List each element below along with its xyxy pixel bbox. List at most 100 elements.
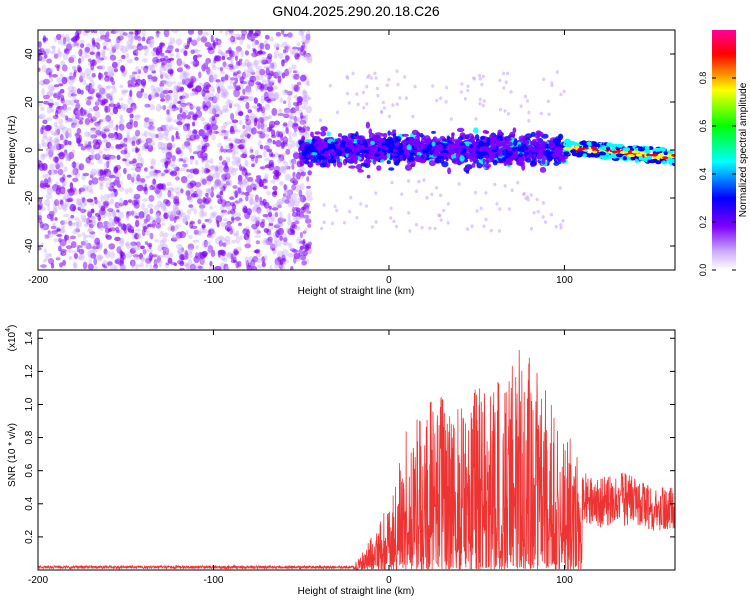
heatmap-cell [286, 194, 291, 200]
heatmap-cell [72, 222, 75, 227]
heatmap-cell [89, 84, 94, 91]
heatmap-cell [222, 108, 230, 113]
heatmap-cell [225, 144, 231, 149]
heatmap-cell [117, 211, 125, 219]
heatmap-cell [235, 157, 241, 165]
heatmap-cell [61, 224, 66, 229]
heatmap-cell [123, 139, 129, 145]
heatmap-cell [140, 157, 145, 166]
heatmap-cell [195, 186, 200, 193]
heatmap-cell [255, 240, 261, 245]
heatmap-cell [124, 242, 130, 248]
heatmap-cell [88, 141, 92, 145]
heatmap-cell [135, 139, 141, 146]
heatmap-cell [275, 222, 282, 228]
heatmap-cell [131, 167, 135, 171]
heatmap-cell [466, 84, 470, 88]
heatmap-cell [134, 56, 139, 61]
heatmap-cell [213, 182, 218, 190]
heatmap-cell [270, 98, 276, 102]
heatmap-cell [221, 185, 226, 192]
heatmap-cell [623, 147, 631, 152]
heatmap-cell [56, 65, 60, 72]
heatmap-cell [139, 245, 145, 250]
heatmap-cell [108, 217, 113, 222]
heatmap-cell [301, 105, 307, 110]
heatmap-cell [110, 91, 114, 98]
heatmap-cell [59, 262, 63, 268]
heatmap-cell [194, 89, 199, 95]
heatmap-cell [172, 92, 179, 100]
heatmap-cell [255, 252, 262, 258]
heatmap-cell [84, 140, 88, 145]
heatmap-cell [225, 121, 232, 125]
heatmap-cell [201, 240, 208, 249]
heatmap-cell [291, 49, 299, 56]
heatmap-cell [222, 104, 229, 112]
heatmap-cell [38, 163, 45, 171]
heatmap-cell [206, 248, 213, 254]
heatmap-cell [119, 180, 123, 185]
heatmap-cell [416, 152, 422, 156]
heatmap-cell [71, 124, 77, 128]
heatmap-cell [186, 195, 192, 201]
heatmap-cell [124, 89, 129, 93]
heatmap-cell [234, 129, 241, 133]
colorbar-gradient [712, 30, 736, 270]
heatmap-cell [100, 34, 107, 40]
heatmap-cell [148, 255, 153, 262]
heatmap-cell [356, 151, 360, 156]
heatmap-cell [355, 92, 359, 96]
heatmap-cell [79, 72, 86, 79]
heatmap-cell [173, 206, 180, 214]
heatmap-cell [76, 137, 82, 144]
heatmap-cell [460, 148, 467, 154]
heatmap-cell [127, 228, 133, 233]
heatmap-cell [169, 252, 174, 258]
heatmap-cell [251, 266, 258, 270]
heatmap-cell [150, 165, 154, 170]
heatmap-cell [164, 169, 169, 174]
heatmap-cell [289, 199, 296, 207]
heatmap-cell [163, 212, 169, 220]
heatmap-cell [210, 87, 215, 93]
heatmap-cell [84, 46, 90, 54]
heatmap-cell [205, 97, 209, 102]
heatmap-cell [482, 224, 486, 229]
heatmap-cell [54, 156, 59, 164]
heatmap-cell [65, 130, 69, 139]
heatmap-cell [111, 84, 116, 89]
heatmap-cell [175, 234, 180, 241]
heatmap-cell [272, 185, 278, 191]
heatmap-cell [211, 115, 216, 122]
heatmap-cell [307, 170, 313, 176]
heatmap-cell [96, 221, 104, 229]
snr-x-tick-label: 100 [556, 575, 573, 586]
heatmap-cell [484, 146, 490, 152]
heatmap-cell [200, 209, 205, 217]
heatmap-cell [449, 117, 453, 121]
heatmap-cell [64, 33, 70, 42]
heatmap-cell [145, 175, 151, 179]
heatmap-cell [253, 249, 260, 254]
heatmap-cell [68, 56, 75, 63]
heatmap-cell [181, 70, 186, 75]
heatmap-cell [156, 30, 160, 38]
heatmap-cell [41, 88, 45, 96]
heatmap-cell [248, 79, 255, 87]
heatmap-cell [374, 220, 378, 224]
heatmap-cell [80, 240, 86, 246]
heatmap-cell [400, 192, 404, 197]
heatmap-cell [114, 30, 120, 34]
heatmap-cell [175, 52, 180, 59]
heatmap-cell [184, 263, 190, 268]
heatmap-cell [243, 96, 249, 100]
heatmap-cell [189, 155, 195, 160]
heatmap-cell [75, 228, 81, 233]
heatmap-cell [273, 92, 279, 101]
heatmap-cell [185, 263, 190, 270]
heatmap-cell [144, 167, 148, 172]
heatmap-cell [459, 90, 463, 94]
colorbar-tick-label: 0.0 [698, 264, 708, 277]
heatmap-cell [395, 224, 399, 229]
